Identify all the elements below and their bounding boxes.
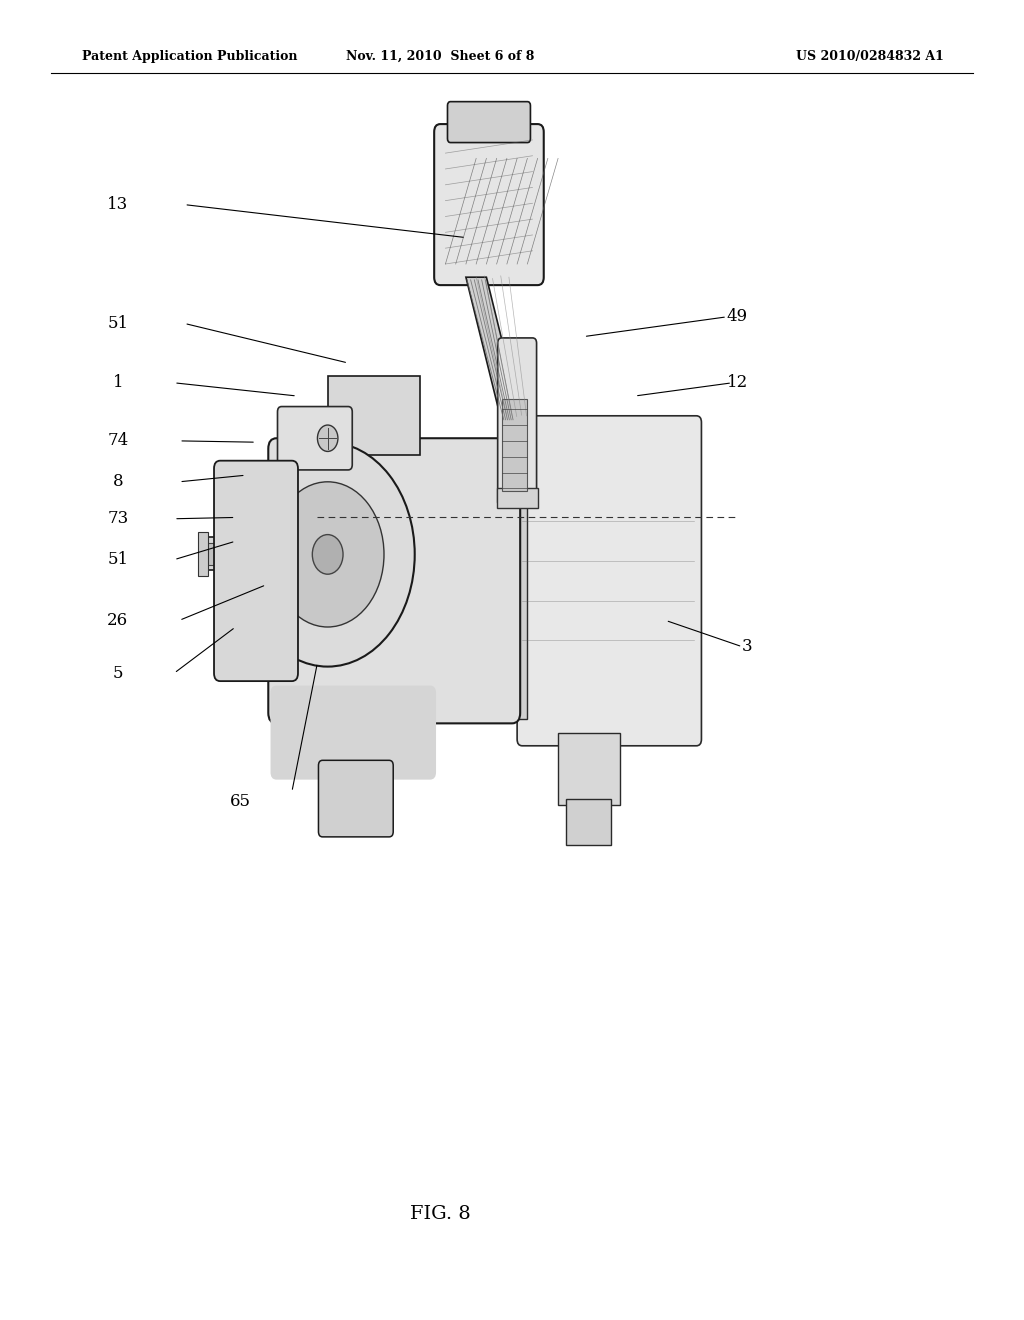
FancyBboxPatch shape [278, 407, 352, 470]
Text: 12: 12 [727, 375, 748, 391]
FancyBboxPatch shape [498, 338, 537, 507]
Text: 65: 65 [230, 793, 251, 809]
Bar [205, 543, 254, 565]
Bar [502, 399, 527, 491]
FancyBboxPatch shape [447, 102, 530, 143]
Text: 8: 8 [113, 474, 123, 490]
Circle shape [271, 482, 384, 627]
Text: US 2010/0284832 A1: US 2010/0284832 A1 [797, 50, 944, 63]
Text: Patent Application Publication: Patent Application Publication [82, 50, 297, 63]
Circle shape [241, 442, 415, 667]
Text: 1: 1 [113, 375, 123, 391]
Text: Nov. 11, 2010  Sheet 6 of 8: Nov. 11, 2010 Sheet 6 of 8 [346, 50, 535, 63]
Circle shape [317, 425, 338, 451]
Bar [241, 532, 251, 576]
Text: FIG. 8: FIG. 8 [410, 1205, 471, 1224]
Bar [566, 799, 611, 845]
Text: 13: 13 [108, 197, 128, 213]
Bar [328, 376, 420, 455]
FancyBboxPatch shape [434, 124, 544, 285]
Polygon shape [466, 277, 522, 422]
Text: 26: 26 [108, 612, 128, 628]
Bar [507, 442, 527, 719]
Text: 73: 73 [108, 511, 128, 527]
FancyBboxPatch shape [517, 416, 701, 746]
Bar [558, 733, 620, 805]
Bar [497, 488, 538, 508]
Bar [198, 532, 208, 576]
Text: 74: 74 [108, 433, 128, 449]
Text: 51: 51 [108, 315, 128, 331]
Text: 51: 51 [108, 552, 128, 568]
Bar [200, 537, 271, 570]
Text: 49: 49 [727, 309, 748, 325]
FancyBboxPatch shape [271, 686, 435, 779]
FancyBboxPatch shape [268, 438, 520, 723]
FancyBboxPatch shape [214, 461, 298, 681]
FancyBboxPatch shape [318, 760, 393, 837]
Text: 5: 5 [113, 665, 123, 681]
Text: 3: 3 [742, 639, 753, 655]
Circle shape [312, 535, 343, 574]
